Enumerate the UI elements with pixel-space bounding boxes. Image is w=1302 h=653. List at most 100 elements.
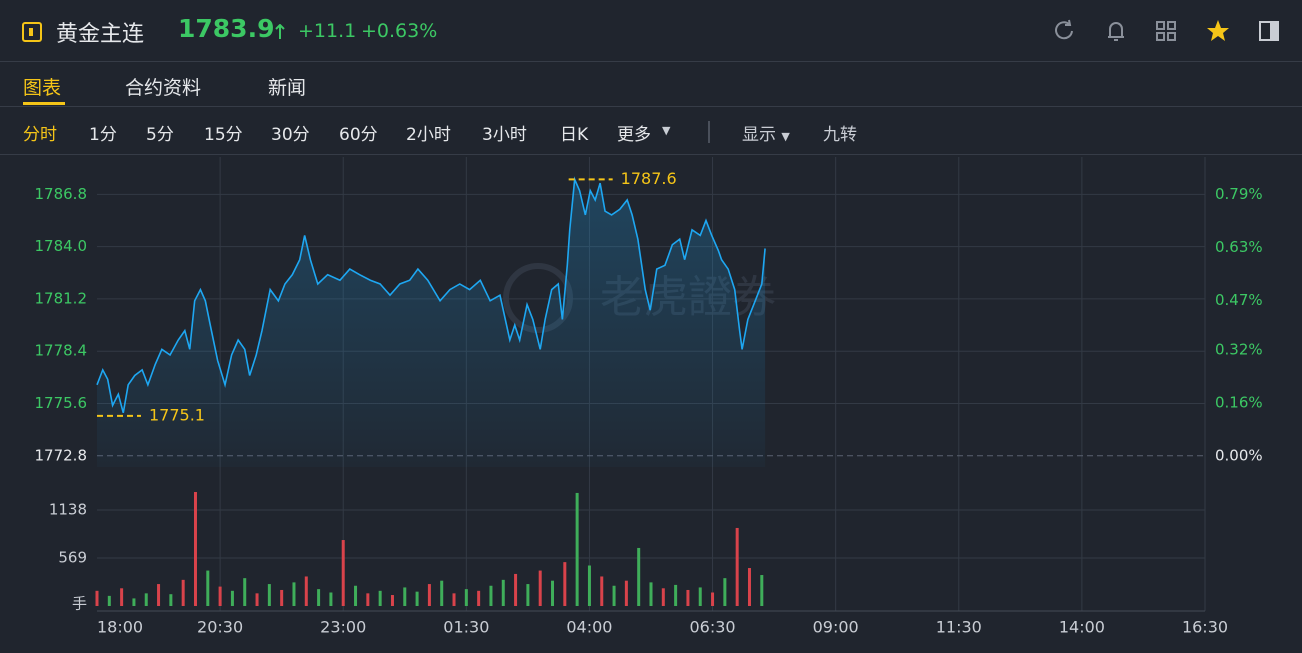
display-button[interactable]: 显示 ▼ — [742, 125, 790, 145]
high-label: 1787.6 — [621, 169, 677, 188]
x-tick-label: 23:00 — [320, 618, 366, 637]
x-tick-label: 18:00 — [97, 618, 143, 637]
divider — [708, 121, 710, 143]
volume-bar — [120, 588, 124, 606]
change: +11.1 — [298, 20, 357, 42]
volume-bar — [132, 598, 136, 606]
y-tick-label: 1778.4 — [35, 342, 88, 360]
volume-bar — [649, 582, 653, 606]
volume-bar — [144, 593, 148, 606]
y2-tick-label: 0.16% — [1215, 393, 1263, 411]
grid-icon[interactable] — [1156, 21, 1176, 41]
volume-bar — [354, 585, 358, 606]
x-tick-label: 20:30 — [197, 618, 243, 637]
up-arrow — [275, 24, 285, 39]
period-button[interactable]: 3小时 — [482, 125, 527, 145]
volume-bar — [95, 590, 99, 606]
tab[interactable]: 合约资料 — [125, 77, 202, 99]
volume-bar — [366, 593, 370, 606]
volume-bar — [193, 492, 197, 606]
x-tick-label: 01:30 — [443, 618, 489, 637]
volume-bar — [723, 578, 727, 606]
volume-bar — [427, 584, 431, 606]
period-bar: 显示 ▼ 九转 分时 1分 5分 15分 30分 60分 2小时 3小时 日K 更多 ▼ — [0, 107, 1302, 155]
nine-turn-button[interactable]: 九转 — [823, 125, 857, 145]
volume-bar — [526, 584, 530, 606]
star-icon[interactable] — [1207, 20, 1229, 41]
period-button[interactable]: 1分 — [89, 125, 117, 145]
volume-bar — [255, 593, 259, 606]
volume-bar — [452, 593, 456, 606]
volume-bar — [760, 575, 764, 606]
contract-icon — [22, 22, 42, 42]
period-button[interactable]: 日K — [560, 125, 589, 145]
volume-bar — [514, 573, 518, 606]
volume-bar — [587, 565, 591, 606]
volume-bar — [243, 578, 247, 606]
volume-bar — [292, 582, 296, 606]
period-button[interactable]: 15分 — [204, 125, 243, 145]
volume-bar — [390, 595, 394, 606]
volume-bar — [341, 540, 345, 606]
period-button[interactable]: 分时 — [23, 125, 57, 145]
volume-bar — [686, 589, 690, 606]
period-button[interactable]: 5分 — [146, 125, 174, 145]
volume-bar — [698, 587, 702, 606]
change-pct: +0.63% — [361, 20, 438, 42]
volume-bar — [378, 590, 382, 606]
volume-bar — [612, 585, 616, 606]
volume-bar — [538, 570, 542, 606]
refresh-icon[interactable] — [1055, 19, 1073, 40]
period-button[interactable]: 60分 — [339, 125, 378, 145]
volume-bar — [575, 492, 579, 606]
volume-bar — [329, 592, 333, 606]
y2-tick-label: 0.32% — [1215, 340, 1263, 358]
volume-bar — [440, 580, 444, 606]
title: 黄金主连 — [56, 22, 145, 47]
volume-bar — [674, 584, 678, 606]
low-label: 1775.1 — [149, 405, 205, 424]
volume-bar — [267, 584, 271, 606]
tab[interactable]: 图表 — [23, 77, 62, 99]
period-button[interactable]: 30分 — [271, 125, 310, 145]
tab[interactable]: 新闻 — [268, 77, 307, 99]
period-button[interactable]: 2小时 — [406, 125, 451, 145]
volume-bar — [415, 591, 419, 606]
panel-icon[interactable] — [1259, 21, 1279, 41]
display-label: 显示 — [742, 125, 776, 145]
volume-bar — [711, 592, 715, 606]
x-tick-label: 11:30 — [936, 618, 982, 637]
volume-bar — [563, 562, 567, 606]
x-tick-label: 09:00 — [813, 618, 859, 637]
x-tick-label: 06:30 — [690, 618, 736, 637]
x-tick-label: 16:30 — [1182, 618, 1228, 637]
volume-bar — [551, 580, 555, 606]
volume-bar — [403, 587, 407, 606]
period-button[interactable]: 更多 — [617, 125, 651, 145]
y2-tick-label: 0.00% — [1215, 446, 1263, 464]
volume-bar — [280, 589, 284, 606]
volume-bar — [624, 580, 628, 606]
volume-bar — [218, 586, 222, 606]
volume-bar — [464, 589, 468, 606]
bell-icon[interactable] — [1108, 22, 1124, 41]
volume-bar — [637, 547, 641, 606]
volume-bar — [107, 595, 111, 606]
volume-bar — [157, 584, 161, 606]
header: 黄金主连 1783.9 +11.1 +0.63% — [0, 0, 1302, 62]
price-line — [96, 176, 766, 414]
volume-bar — [317, 589, 321, 606]
volume-bar — [747, 568, 751, 606]
y-tick-label: 1784.0 — [35, 237, 88, 255]
price-area — [97, 179, 766, 467]
volume-bar — [501, 579, 505, 606]
last-price: 1783.9 — [178, 14, 275, 43]
y-tick-label: 1786.8 — [35, 185, 88, 203]
y2-tick-label: 0.63% — [1215, 238, 1263, 256]
dropdown-caret: ▼ — [662, 124, 671, 137]
tab-underline — [23, 102, 65, 105]
volume-tick-label: 569 — [58, 548, 87, 566]
y2-tick-label: 0.79% — [1215, 185, 1263, 203]
